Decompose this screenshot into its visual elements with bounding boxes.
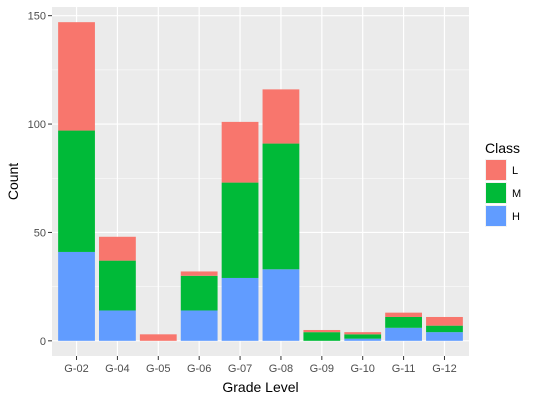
bar-g-12-h: [426, 332, 463, 341]
x-tick-label: G-06: [187, 363, 211, 375]
legend-swatch-m: [486, 183, 506, 203]
bar-g-04-l: [99, 236, 136, 261]
y-tick-label: 50: [34, 227, 46, 239]
x-tick-label: G-09: [310, 363, 334, 375]
legend-title: Class: [485, 140, 520, 156]
bar-g-08-h: [262, 269, 300, 341]
y-axis-title: Count: [5, 163, 21, 200]
bar-g-04-m: [99, 260, 136, 311]
legend-label-l: L: [512, 165, 518, 177]
bar-g-10-h: [344, 338, 382, 341]
bar-g-12-m: [426, 325, 463, 333]
y-tick-label: 100: [28, 119, 46, 131]
legend: Class LMH: [485, 140, 521, 227]
bar-g-08-l: [262, 89, 300, 144]
legend-label-h: H: [512, 211, 520, 223]
y-tick-label: 150: [28, 11, 46, 23]
legend-swatch-h: [486, 206, 506, 226]
x-tick-label: G-02: [64, 363, 88, 375]
bar-g-06-l: [180, 271, 218, 276]
x-tick-label: G-04: [105, 363, 129, 375]
x-axis-title: Grade Level: [222, 379, 298, 395]
bar-g-09-l: [303, 329, 341, 333]
bar-g-06-h: [180, 310, 218, 341]
bar-g-04-h: [99, 310, 136, 341]
bar-g-07-h: [221, 277, 259, 341]
bar-g-07-m: [221, 182, 259, 278]
bar-g-02-m: [58, 130, 95, 252]
y-axis-ticks: 0 50 100 150: [28, 11, 52, 348]
bar-g-06-m: [180, 275, 218, 311]
x-tick-label: G-07: [228, 363, 252, 375]
y-tick-label: 0: [40, 336, 46, 348]
legend-swatch-l: [486, 160, 506, 180]
bar-g-11-h: [385, 327, 422, 341]
bar-g-02-h: [58, 251, 95, 341]
bar-g-09-m: [303, 332, 341, 341]
bar-g-11-l: [385, 312, 422, 317]
bar-g-12-l: [426, 316, 463, 326]
bar-g-07-l: [221, 121, 259, 183]
bar-g-02-l: [58, 22, 95, 131]
bar-g-11-m: [385, 316, 422, 328]
x-tick-label: G-10: [350, 363, 374, 375]
legend-label-m: M: [512, 188, 521, 200]
x-axis-ticks: G-02 G-04 G-05 G-06 G-07 G-08 G-09 G-10 G-11 G-12: [64, 356, 457, 375]
x-tick-label: G-05: [146, 363, 170, 375]
x-tick-label: G-11: [392, 363, 416, 375]
bar-g-10-l: [344, 332, 382, 335]
bar-g-05-l: [139, 334, 177, 341]
x-tick-label: G-12: [432, 363, 456, 375]
bars: [58, 22, 463, 341]
bar-g-08-m: [262, 143, 300, 270]
x-tick-label: G-08: [269, 363, 293, 375]
bar-g-10-m: [344, 334, 382, 339]
